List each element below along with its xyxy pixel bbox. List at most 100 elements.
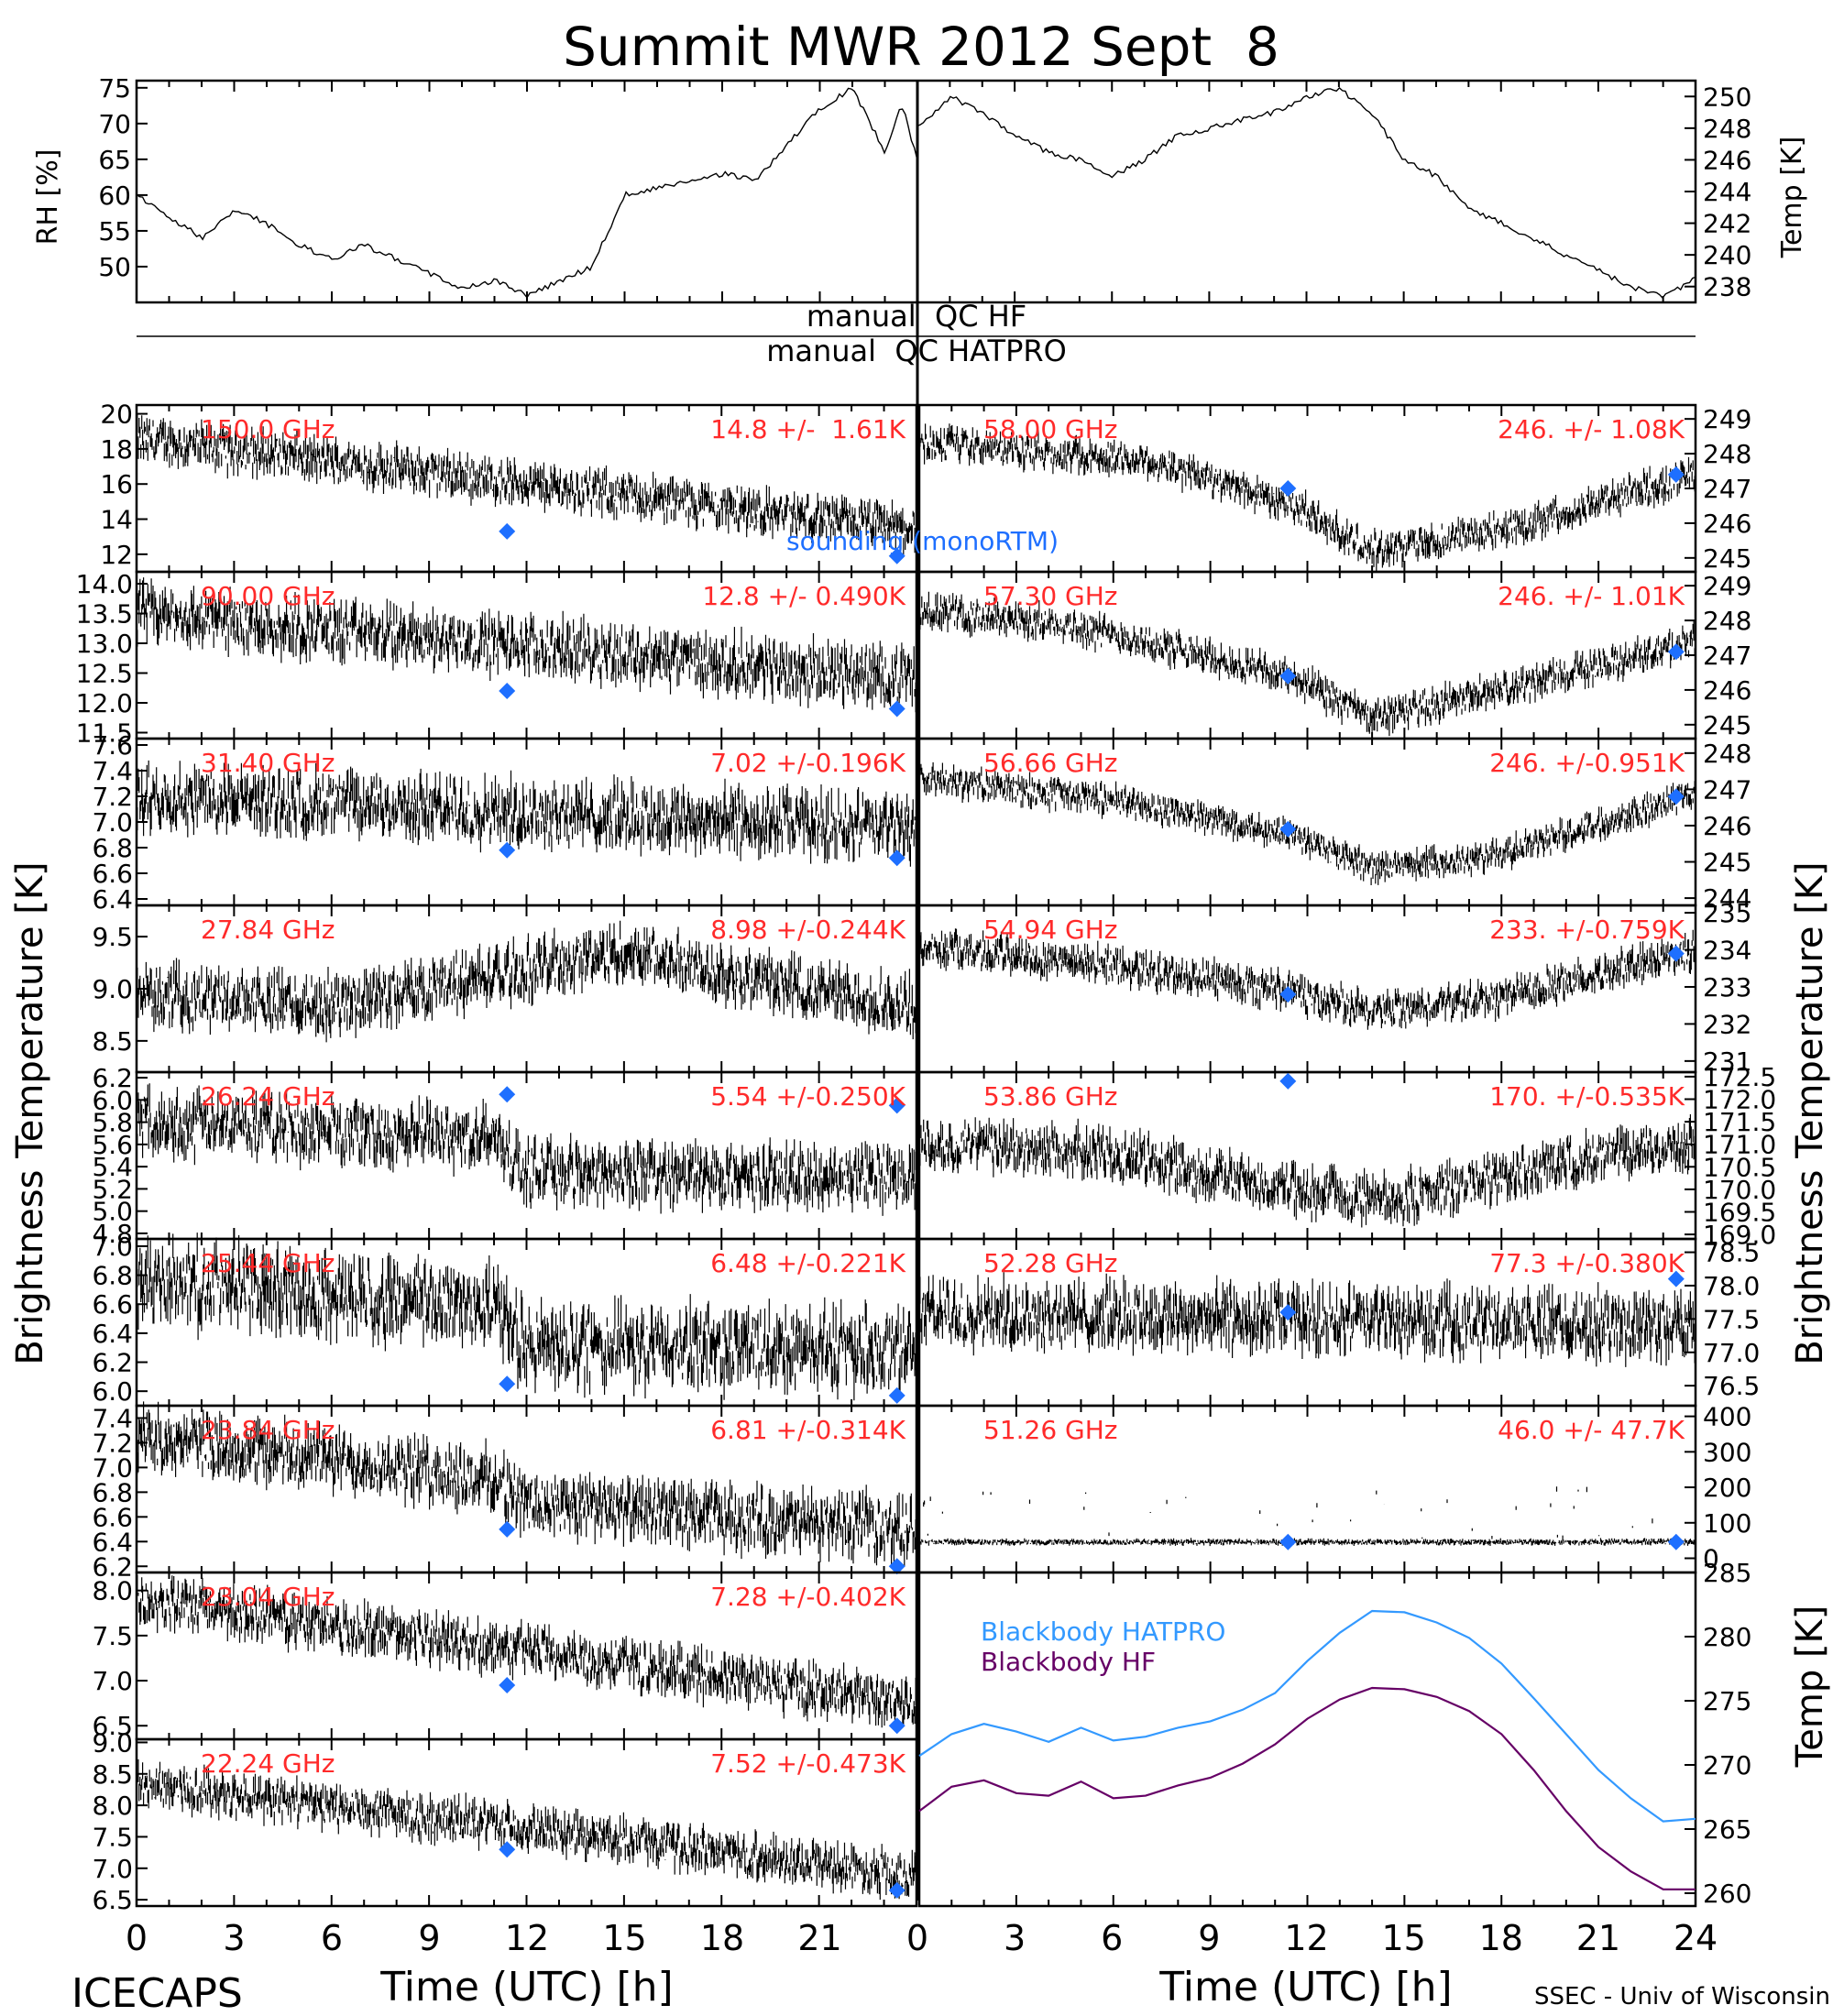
y-tick-label: 248 [1703,439,1751,469]
y-tick-label: 13.0 [76,629,133,659]
brightness-trace [136,1233,916,1401]
y-tick-label: 6.8 [92,1261,133,1291]
y-tick-label: 247 [1703,774,1751,805]
y-tick-label: 248 [1703,606,1751,636]
sounding-point [1667,1533,1685,1550]
y-tick-label: 12.5 [76,659,133,689]
y-tick-label: 5.2 [92,1174,133,1204]
brightness-trace [136,1083,916,1216]
y-tick-label: 0 [1703,1544,1719,1574]
sounding-point [499,1676,516,1693]
sounding-point [888,1881,906,1899]
sounding-point [499,1375,516,1393]
channel-panel-right-1: 249 248 247 246 245 57.30 GHz 246. +/- 1.01K [917,570,1751,740]
blackbody-axis-label: Temp [K] [1789,1605,1831,1769]
y-tick-label: 260 [1703,1879,1751,1909]
brightness-trace [918,761,1696,885]
channel-panel-left-4: 6.26.05.85.65.45.25.04.8 26.24 GHz 5.54 +/… [92,1063,918,1249]
x-tick-label: 0 [126,1918,148,1958]
y-tick-label: 249 [1703,404,1751,434]
brightness-trace [918,1114,1696,1228]
y-tick-label: 78.5 [1703,1238,1760,1268]
y-tick-label: 6.0 [92,1085,133,1115]
sounding-point [888,1558,906,1575]
y-tick-label: 248 [1703,114,1751,144]
y-tick-label: 244 [1703,883,1751,914]
sounding-point [1279,1533,1297,1550]
channel-panel-right-6: 400 300 200 100 0 51.26 GHz 46.0 +/- 47.7K [917,1402,1751,1574]
y-tick-label: 6.4 [92,1527,133,1557]
stat-label: 246. +/- 1.01K [1498,581,1685,611]
channel-panel-left-7: 8.0 7.5 7.0 6.5 23.04 GHz 7.28 +/-0.402K [92,1571,918,1741]
rh-line [136,87,918,300]
y-tick-label: 16 [100,469,133,499]
brightness-trace [136,1759,916,1901]
sounding-point [888,700,906,718]
y-tick-label: 76.5 [1703,1371,1760,1401]
y-tick-label: 6.8 [92,1477,133,1507]
sounding-point [1667,466,1685,483]
y-tick-label: 9.0 [92,974,133,1004]
right-y-axis-label: Brightness Temperature [K] [1789,861,1831,1364]
sounding-point [499,683,516,699]
y-tick-label: 8.5 [92,1759,133,1790]
y-tick-label: 13.5 [76,599,133,630]
y-tick-label: 170.0 [1703,1175,1776,1205]
y-tick-label: 244 [1703,177,1751,207]
y-tick-label: 7.0 [92,1232,133,1262]
stat-label: 8.98 +/-0.244K [710,915,906,945]
y-tick-label: 300 [1703,1437,1751,1467]
brightness-trace [918,1272,1696,1367]
y-tick-label: 6.6 [92,859,133,889]
frequency-label: 31.40 GHz [201,748,335,778]
y-tick-label: 77.5 [1703,1304,1760,1334]
y-tick-label: 7.5 [92,1822,133,1852]
y-tick-label: 7.2 [92,1428,133,1458]
brightness-trace [136,760,916,867]
y-tick-label: 247 [1703,641,1751,671]
brightness-trace [136,412,916,556]
y-tick-label: 20 [100,400,133,430]
chart-title: Summit MWR 2012 Sept 8 [563,16,1279,78]
sounding-point [499,1520,516,1538]
frequency-label: 54.94 GHz [983,915,1118,945]
brightness-trace [136,920,916,1043]
channel-panel-left-1: 14.013.513.012.512.011.5 90.00 GHz 12.8 +/… [76,569,918,749]
x-tick-label: 15 [1381,1918,1425,1958]
brightness-trace [918,927,1696,1030]
y-tick-label: 100 [1703,1508,1751,1539]
y-tick-label: 77.0 [1703,1338,1760,1368]
y-tick-label: 6.2 [92,1551,133,1582]
y-tick-label: 5.0 [92,1197,133,1227]
frequency-label: 23.04 GHz [201,1582,335,1612]
footer-left: ICECAPS [71,1970,243,2016]
x-tick-label: 0 [906,1918,928,1958]
x-tick-label: 15 [602,1918,646,1958]
stat-label: 46.0 +/- 47.7K [1498,1415,1685,1445]
channel-panel-right-3: 235 234 233 232 231 54.94 GHz 233. +/-0.759K [917,898,1751,1077]
y-tick-label: 5.6 [92,1130,133,1160]
left-y-axis-label: Brightness Temperature [K] [9,861,51,1364]
sounding-point [1667,788,1685,805]
y-tick-label: 7.4 [92,756,133,786]
y-tick-label: 172.5 [1703,1062,1776,1092]
y-tick-label: 6.2 [92,1348,133,1378]
y-tick-label: 5.8 [92,1108,133,1138]
stat-label: 6.48 +/-0.221K [710,1248,906,1278]
sounding-point [499,1841,516,1858]
sounding-point [1279,667,1297,685]
frequency-label: 26.24 GHz [201,1081,335,1112]
x-tick-label: 24 [1674,1918,1718,1958]
y-tick-label: 50 [98,252,131,282]
stat-label: 7.02 +/-0.196K [710,748,906,778]
y-tick-label: 235 [1703,898,1751,928]
frequency-label: 150.0 GHz [201,414,335,444]
frequency-label: 23.84 GHz [201,1415,335,1445]
channel-panel-left-3: 9.5 9.0 8.5 27.84 GHz 8.98 +/-0.244K [92,904,918,1074]
sounding-point [1279,1304,1297,1321]
y-tick-label: 171.0 [1703,1130,1776,1160]
sounding-point [888,547,906,564]
footer-right: SSEC - Univ of Wisconsin [1534,1983,1830,2011]
y-tick-label: 245 [1703,848,1751,878]
